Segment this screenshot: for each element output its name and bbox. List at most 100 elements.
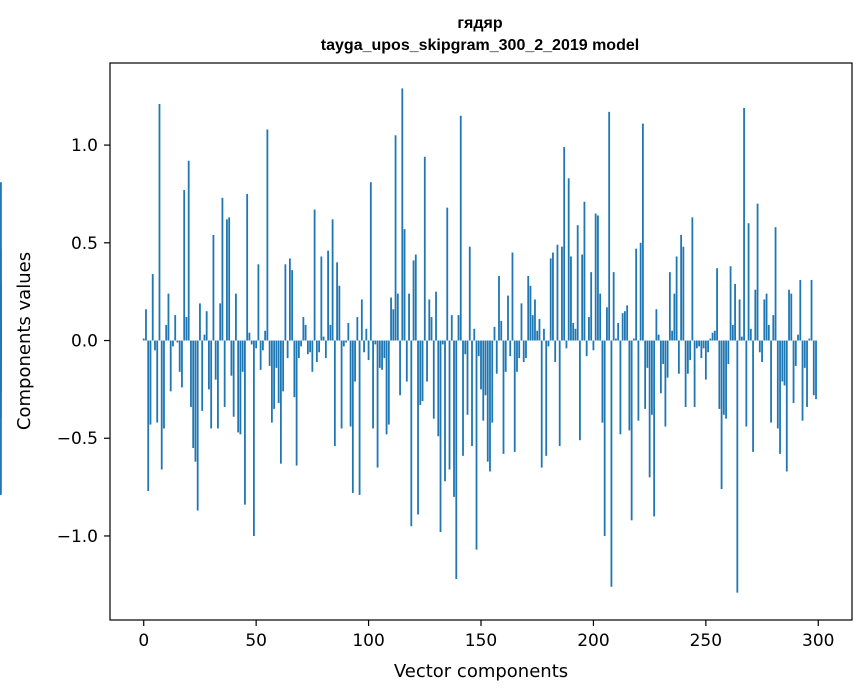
- bar-46: [246, 193, 249, 341]
- bar-187: [563, 147, 566, 341]
- bar-290: [794, 340, 797, 366]
- bar-11: [167, 293, 170, 341]
- bar-146: [471, 340, 473, 447]
- bar-223: [644, 340, 647, 409]
- bar-138: [453, 340, 455, 497]
- bar-68: [295, 340, 298, 466]
- bar-243: [689, 340, 692, 361]
- bar-256: [718, 340, 721, 409]
- bar-270: [749, 328, 752, 341]
- bar-151: [482, 340, 485, 421]
- bar-259: [725, 340, 727, 419]
- bar-186: [561, 246, 563, 341]
- bar-183: [554, 340, 557, 363]
- bar-113: [396, 293, 399, 341]
- bar-219: [635, 248, 638, 341]
- bar-21: [190, 340, 192, 407]
- bar-1: [145, 309, 147, 341]
- bar-44: [241, 340, 244, 372]
- bar-69: [297, 340, 300, 359]
- bar-85: [333, 340, 336, 447]
- bar-95: [356, 317, 359, 341]
- bar-201: [594, 213, 597, 341]
- bar-178: [543, 328, 545, 341]
- bar-241: [684, 340, 687, 407]
- bar-227: [653, 340, 656, 517]
- bar-114: [399, 340, 401, 396]
- bar-195: [581, 254, 584, 341]
- bar-176: [538, 319, 541, 341]
- bar-172: [529, 285, 532, 341]
- bar-234: [668, 272, 671, 341]
- bar-158: [498, 276, 500, 341]
- bar-286: [785, 340, 788, 472]
- y-tick-label: 1.0: [71, 136, 98, 156]
- bar-214: [624, 311, 626, 341]
- bar-206: [606, 307, 608, 341]
- bar-291: [797, 334, 799, 341]
- bar-293: [801, 340, 804, 421]
- bar-268: [745, 340, 748, 427]
- bar-118: [408, 293, 410, 341]
- bar-71: [302, 317, 305, 341]
- bar-13: [172, 340, 174, 347]
- bar-198: [588, 317, 590, 341]
- bar-88: [340, 340, 343, 429]
- bar-107: [383, 340, 386, 359]
- bar-47: [248, 332, 251, 341]
- bar-164: [511, 252, 514, 341]
- bar-245: [693, 340, 696, 407]
- bar-48: [250, 340, 253, 345]
- bar-170: [525, 340, 527, 359]
- bar-188: [565, 340, 568, 349]
- bar-184: [556, 244, 559, 341]
- bar-50: [255, 340, 258, 349]
- bar-55: [266, 129, 269, 341]
- bar-143: [464, 340, 467, 355]
- bar-98: [363, 340, 365, 353]
- bar-173: [531, 315, 534, 341]
- x-tick-label: 150: [465, 631, 497, 651]
- bar-24: [196, 340, 199, 511]
- bar-74: [309, 340, 312, 353]
- bar-10: [165, 324, 168, 341]
- bar-144: [466, 340, 469, 415]
- bar-134: [444, 340, 446, 482]
- bar-254: [713, 330, 716, 341]
- bar-250: [704, 340, 707, 380]
- bar-222: [641, 123, 644, 341]
- bar-228: [655, 309, 658, 341]
- bar-54: [264, 330, 267, 341]
- bar-92: [349, 340, 352, 427]
- bar-258: [722, 340, 725, 415]
- bar-255: [716, 268, 718, 341]
- bar-23: [194, 340, 197, 462]
- bar-263: [734, 283, 736, 341]
- bar-87: [338, 285, 341, 341]
- bar-82: [327, 250, 329, 341]
- bar-279: [770, 340, 772, 423]
- bar-84: [331, 219, 334, 341]
- bar-16: [178, 340, 181, 372]
- bar-251: [707, 340, 709, 353]
- bar-49: [253, 340, 255, 536]
- bar-77: [315, 340, 318, 363]
- bar-212: [619, 340, 622, 435]
- bar-237: [675, 256, 678, 341]
- bar-25: [199, 303, 201, 341]
- bar-111: [392, 309, 395, 341]
- bar-244: [691, 217, 694, 341]
- bar-9: [163, 340, 165, 429]
- bar-132: [439, 340, 442, 533]
- bar-199: [590, 272, 593, 341]
- x-tick-label: 100: [352, 631, 384, 651]
- bar-145: [468, 246, 471, 341]
- bar-189: [567, 178, 570, 341]
- bar-240: [682, 246, 685, 341]
- bar-225: [648, 340, 651, 478]
- bar-272: [754, 289, 757, 341]
- bar-18: [183, 190, 186, 341]
- bar-53: [262, 340, 264, 351]
- bar-213: [621, 313, 624, 341]
- bar-287: [788, 289, 790, 341]
